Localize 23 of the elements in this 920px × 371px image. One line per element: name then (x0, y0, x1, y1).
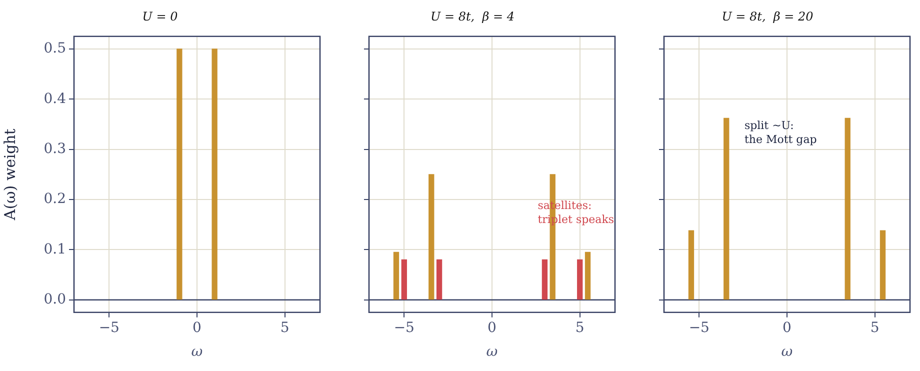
x-axis-title: ω (486, 344, 498, 360)
x-tick-label: −5 (394, 320, 414, 336)
y-tick-label: 0.5 (44, 40, 66, 57)
chart-title: U = 8t, β = 4 (430, 9, 514, 24)
x-axis-title: ω (191, 344, 204, 360)
y-tick-label: 0.1 (44, 241, 66, 258)
x-tick-label: 5 (575, 320, 584, 336)
x-tick-label: −5 (98, 320, 120, 336)
y-tick-label: 0.3 (44, 140, 66, 157)
chart-title: U = 8t, β = 20 (722, 9, 814, 24)
x-tick-label: −5 (688, 320, 710, 336)
annotation: split ∼U: the Mott gap (744, 118, 817, 146)
x-tick-label: 5 (870, 320, 880, 336)
x-tick-label: 0 (782, 320, 792, 336)
y-tick-label: 0.2 (44, 191, 66, 208)
y-axis-title: A(ω) weight (0, 128, 19, 222)
x-tick-label: 0 (192, 320, 202, 336)
x-tick-label: 0 (488, 320, 496, 336)
y-tick-label: 0.4 (44, 90, 66, 107)
y-tick-label: 0.0 (44, 291, 66, 308)
x-axis-title: ω (781, 344, 794, 360)
x-tick-label: 5 (280, 320, 290, 336)
chart-title: U = 0 (142, 9, 178, 24)
